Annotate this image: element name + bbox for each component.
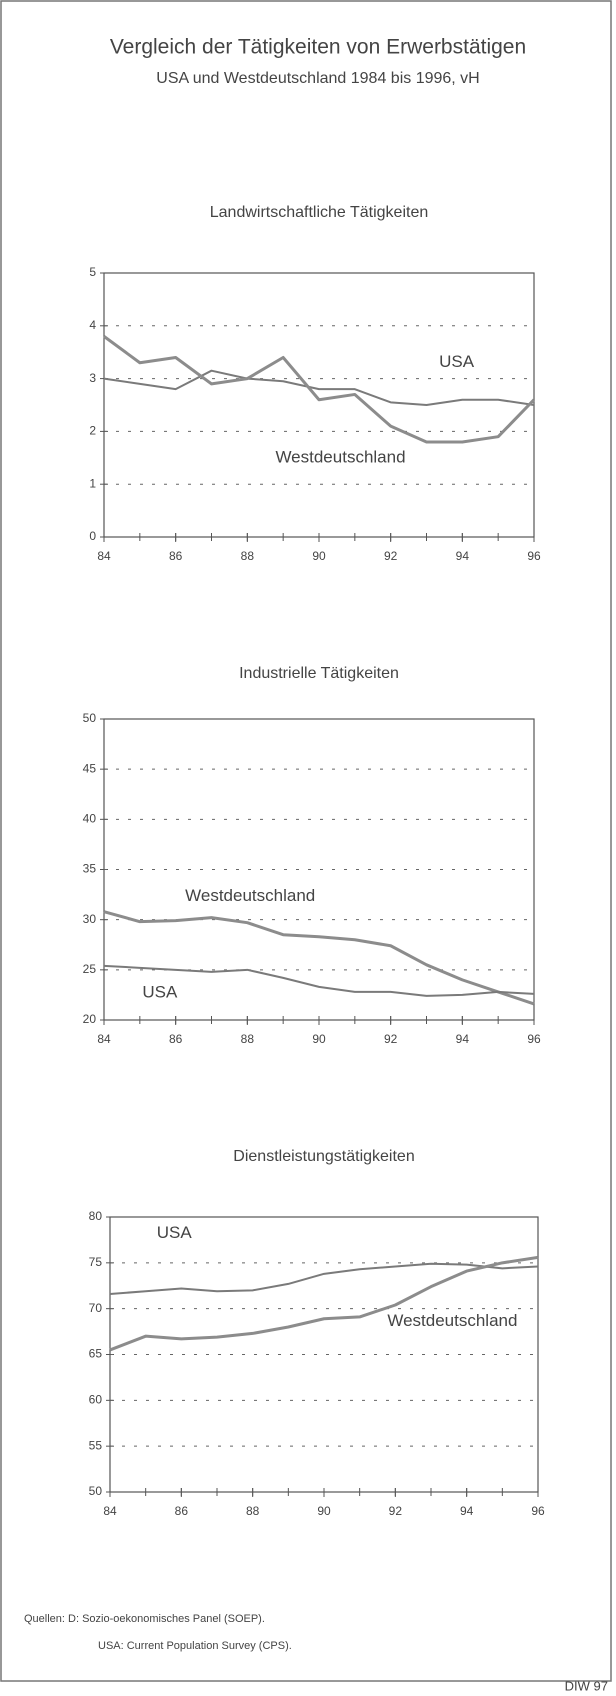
x-tick-label: 94 [456,549,470,563]
x-tick-label: 94 [460,1504,474,1518]
chart-title: Dienstleistungstätigkeiten [233,1148,414,1165]
x-tick-label: 88 [241,1032,255,1046]
x-tick-label: 84 [103,1504,117,1518]
series-line [109,1255,539,1352]
x-tick-label: 92 [384,549,398,563]
y-tick-label: 75 [89,1255,103,1269]
x-tick-label: 84 [97,1032,111,1046]
series-line [103,910,535,1006]
y-tick-label: 50 [89,1484,103,1498]
x-tick-label: 94 [456,1032,470,1046]
x-tick-label: 86 [169,1032,183,1046]
x-tick-label: 86 [169,549,183,563]
y-tick-label: 5 [89,265,96,279]
x-tick-label: 92 [384,1032,398,1046]
chart-title: Landwirtschaftliche Tätigkeiten [210,204,429,221]
series-label: USA [439,352,475,371]
series-line [103,369,535,406]
y-tick-label: 25 [83,962,97,976]
page-subtitle: USA und Westdeutschland 1984 bis 1996, v… [156,70,479,87]
y-tick-label: 35 [83,862,97,876]
series-label: Westdeutschland [185,886,315,905]
series-label: USA [142,982,178,1001]
x-tick-label: 90 [312,549,326,563]
x-tick-label: 84 [97,549,111,563]
x-tick-label: 96 [527,549,541,563]
y-tick-label: 45 [83,761,97,775]
source-line: USA: Current Population Survey (CPS). [98,1640,292,1652]
y-tick-label: 55 [89,1438,103,1452]
page-title: Vergleich der Tätigkeiten von Erwerbstät… [110,36,526,59]
y-tick-label: 1 [89,476,96,490]
y-tick-label: 20 [83,1012,97,1026]
y-tick-label: 65 [89,1347,103,1361]
x-tick-label: 96 [531,1504,545,1518]
y-tick-label: 2 [89,424,96,438]
plot-frame [103,718,535,1021]
series-label: Westdeutschland [275,447,405,466]
y-tick-label: 60 [89,1393,103,1407]
series-line [109,1262,539,1295]
chart-title: Industrielle Tätigkeiten [239,665,399,682]
y-tick-label: 0 [89,529,96,543]
source-line: Quellen: D: Sozio-oekonomisches Panel (S… [24,1613,265,1625]
y-tick-label: 30 [83,912,97,926]
x-tick-label: 90 [312,1032,326,1046]
series-line [103,964,535,997]
x-tick-label: 90 [317,1504,331,1518]
x-tick-label: 96 [527,1032,541,1046]
y-tick-label: 40 [83,812,97,826]
y-tick-label: 80 [89,1209,103,1223]
y-tick-label: 4 [89,318,96,332]
y-tick-label: 3 [89,371,96,385]
series-label: Westdeutschland [387,1311,517,1330]
x-tick-label: 86 [175,1504,189,1518]
x-tick-label: 88 [241,549,255,563]
series-line [103,335,536,444]
plot-frame [103,272,535,538]
x-tick-label: 92 [389,1504,403,1518]
y-tick-label: 50 [83,711,97,725]
series-label: USA [157,1223,193,1242]
x-tick-label: 88 [246,1504,260,1518]
plot-frame [109,1216,539,1493]
credit: DIW 97 [565,1678,608,1693]
y-tick-label: 70 [89,1301,103,1315]
